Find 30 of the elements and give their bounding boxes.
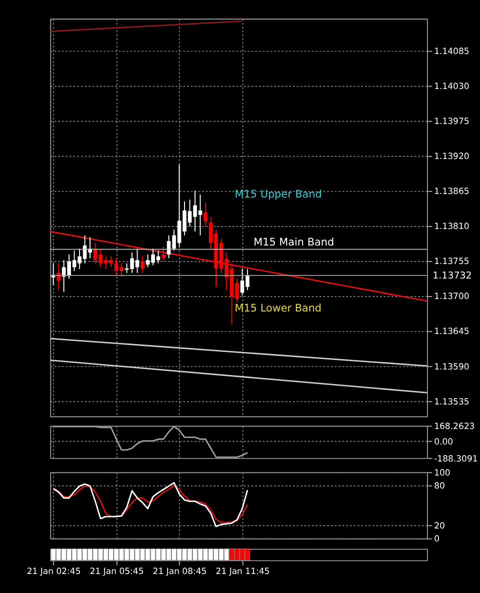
y-tick-label: 168.2623	[434, 422, 475, 432]
y-tick-label: 1.13755	[434, 257, 470, 268]
y-tick-label: 0	[434, 534, 440, 545]
x-tick-label: 21 Jan 02:45	[26, 566, 81, 577]
candlestick	[162, 246, 166, 262]
y-tick-label: 100	[434, 468, 450, 478]
y-tick-label: 1.13975	[434, 116, 470, 127]
y-tick-label: 1.14030	[434, 82, 470, 92]
y-tick-label: 80	[434, 482, 445, 492]
y-tick-label: 1.13865	[434, 187, 470, 198]
annotation: M15 Lower Band	[234, 302, 322, 315]
candlestick	[140, 256, 144, 274]
y-tick-label: 1.13700	[434, 292, 470, 302]
annotation: M15 Upper Band	[234, 188, 322, 200]
y-tick-label: 1.13920	[434, 152, 470, 162]
x-tick-label: 21 Jan 11:45	[216, 566, 270, 577]
x-tick-label: 21 Jan 05:45	[90, 566, 144, 577]
y-tick-label: 1.13645	[434, 327, 470, 338]
y-tick-label: 1.13535	[434, 397, 470, 408]
y-tick-label: -188.3091	[434, 454, 478, 464]
y-tick-label: 0.00	[434, 437, 454, 448]
y-tick-label: 1.13590	[434, 362, 470, 372]
x-tick-label: 21 Jan 08:45	[152, 566, 207, 577]
candlestick	[56, 262, 60, 291]
candlestick	[204, 202, 208, 227]
y-tick-label: 1.14085	[434, 46, 470, 57]
ref-line-label: 1.13732	[432, 270, 472, 282]
y-tick-label: 20	[434, 521, 445, 532]
ref-line-label: M15 Main Band	[254, 236, 334, 249]
y-tick-label: 1.13810	[434, 222, 470, 232]
